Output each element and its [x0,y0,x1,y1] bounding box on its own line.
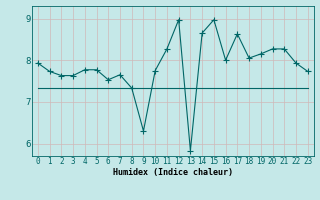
X-axis label: Humidex (Indice chaleur): Humidex (Indice chaleur) [113,168,233,177]
